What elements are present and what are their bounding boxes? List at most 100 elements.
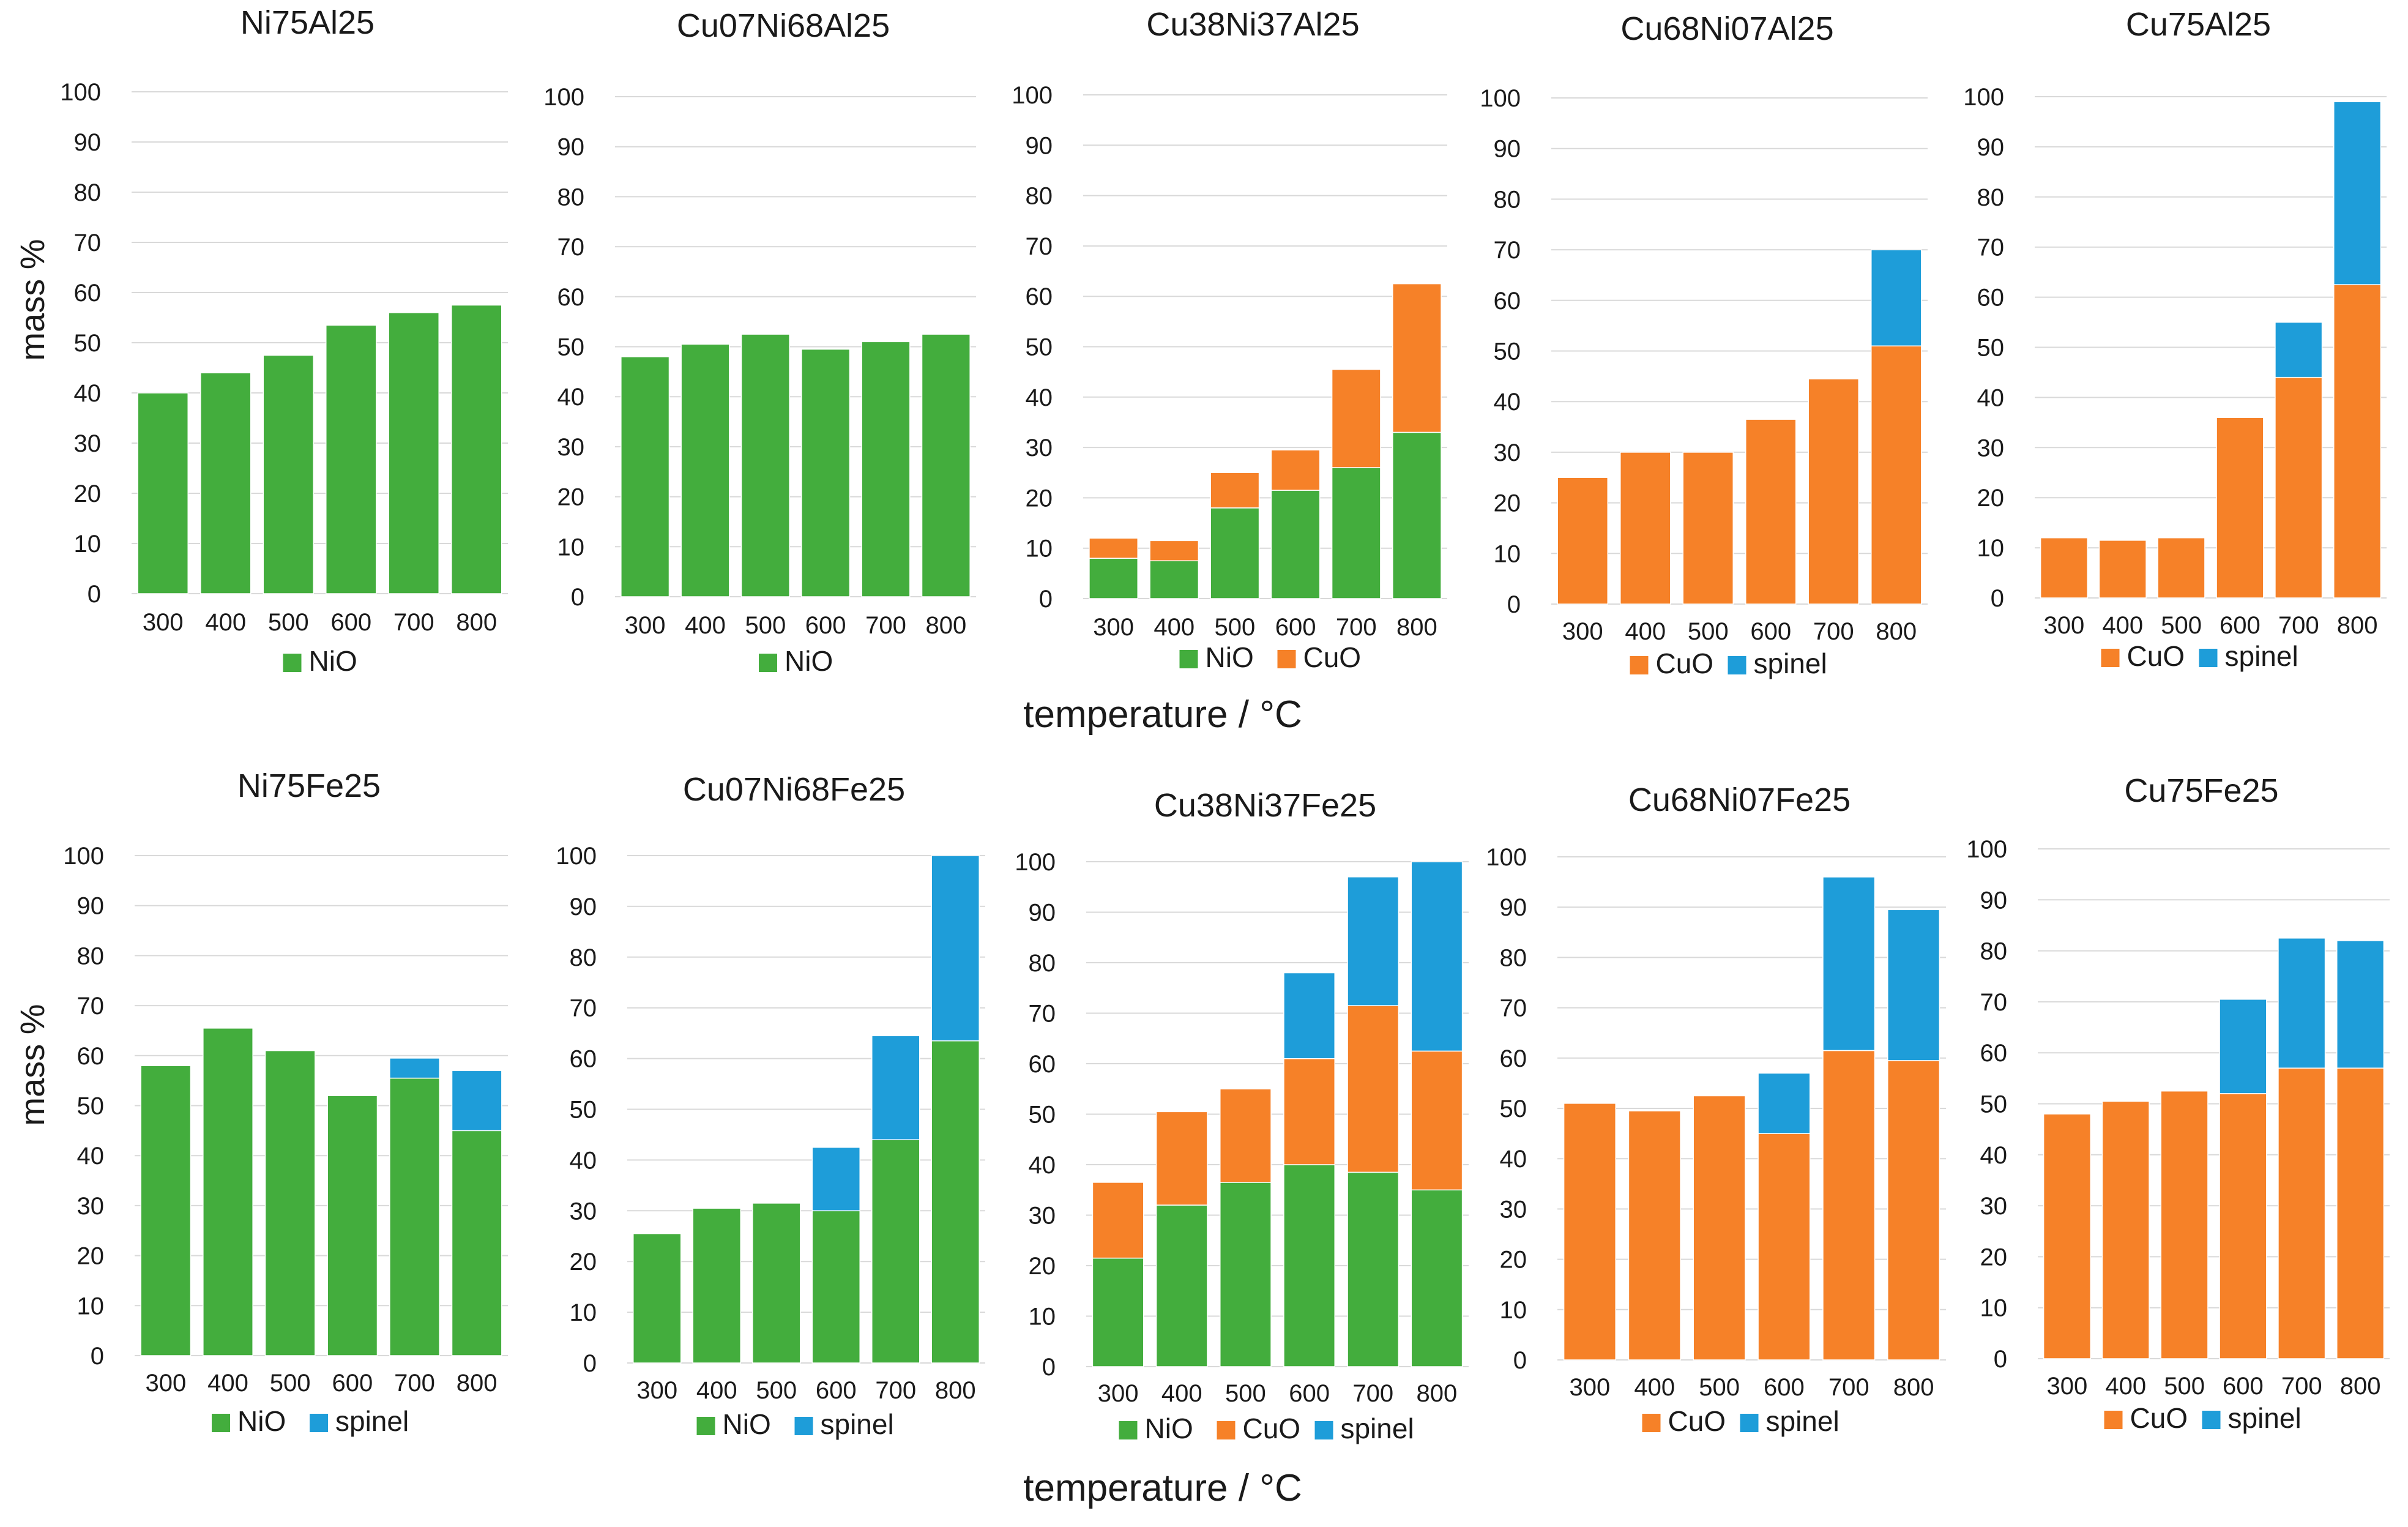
y-tick-label: 80 xyxy=(1494,186,1521,213)
y-tick-label: 0 xyxy=(88,581,101,608)
x-tick-label: 500 xyxy=(1215,614,1256,641)
bar-spinel-800 xyxy=(1411,861,1463,1052)
bar-cuo-600 xyxy=(2216,417,2264,599)
bar-cuo-600 xyxy=(1745,419,1797,605)
x-tick-label: 600 xyxy=(1764,1374,1805,1401)
y-tick-label: 70 xyxy=(77,993,105,1020)
bar-nio-700 xyxy=(861,341,911,597)
x-tick-label: 400 xyxy=(1154,614,1195,641)
x-tick-label: 500 xyxy=(1688,618,1729,645)
x-tick-label: 700 xyxy=(394,1370,435,1397)
x-tick-label: 400 xyxy=(207,1370,248,1397)
x-tick-label: 600 xyxy=(330,609,371,636)
y-tick-label: 40 xyxy=(74,380,102,407)
y-tick-label: 100 xyxy=(556,843,597,870)
x-tick-label: 500 xyxy=(1225,1380,1266,1407)
y-tick-label: 90 xyxy=(1494,136,1521,163)
legend-label: NiO xyxy=(785,645,833,677)
bar-nio-300 xyxy=(140,1065,192,1356)
x-tick-label: 800 xyxy=(457,1370,498,1397)
bar-cuo-800 xyxy=(2336,1067,2385,1359)
bar-cuo-800 xyxy=(2333,284,2382,599)
bar-nio-700 xyxy=(1331,467,1381,599)
chart-panel: Cu75Fe25 0 10 20 30 40 50 60 70 80 90 100 300 400 500 6… xyxy=(1966,772,2390,1434)
bar-spinel-700 xyxy=(2278,938,2326,1069)
chart-title: Cu07Ni68Al25 xyxy=(677,7,890,44)
bar-nio-500 xyxy=(1220,1182,1272,1367)
y-tick-label: 40 xyxy=(1980,1142,2008,1169)
bar-spinel-800 xyxy=(451,1070,502,1132)
legend-label: NiO xyxy=(237,1405,286,1437)
y-tick-label: 50 xyxy=(77,1093,105,1120)
bar-nio-600 xyxy=(1283,1164,1336,1367)
x-tick-label: 300 xyxy=(1562,618,1603,645)
legend-label: CuO xyxy=(1668,1405,1726,1437)
bar-cuo-500 xyxy=(2157,537,2205,599)
x-tick-label: 300 xyxy=(2044,612,2085,639)
legend-label: NiO xyxy=(309,645,357,677)
bar-nio-800 xyxy=(1411,1189,1463,1367)
legend-label: CuO xyxy=(2127,640,2185,672)
x-tick-label: 700 xyxy=(1352,1380,1393,1407)
x-tick-label: 700 xyxy=(393,609,434,636)
chart-panel: Cu07Ni68Al25 0 10 20 30 40 50 60 70 80 90 100 300 400… xyxy=(543,7,976,677)
bar-nio-400 xyxy=(680,343,730,597)
bar-cuo-400 xyxy=(2098,540,2147,599)
legend-swatch-cuo xyxy=(2104,1411,2123,1429)
legend: CuO spinel xyxy=(2104,1402,2302,1434)
x-tick-label: 500 xyxy=(1699,1374,1740,1401)
y-tick-label: 90 xyxy=(570,894,597,920)
y-tick-label: 70 xyxy=(1029,1001,1056,1028)
legend-label: CuO xyxy=(2130,1402,2188,1434)
legend-swatch-spinel xyxy=(794,1417,813,1435)
y-tick-label: 80 xyxy=(1977,184,2005,211)
y-tick-label: 50 xyxy=(557,334,585,361)
y-tick-label: 70 xyxy=(1500,995,1527,1022)
y-tick-label: 60 xyxy=(1980,1040,2008,1067)
y-tick-label: 0 xyxy=(91,1343,104,1370)
y-tick-label: 40 xyxy=(1029,1152,1056,1179)
bar-cuo-500 xyxy=(1210,472,1260,509)
x-tick-label: 600 xyxy=(1275,614,1316,641)
y-tick-label: 100 xyxy=(1966,836,2007,863)
bar-nio-400 xyxy=(1155,1204,1208,1367)
bar-spinel-800 xyxy=(2333,101,2382,285)
y-tick-label: 0 xyxy=(1507,591,1521,618)
y-tick-label: 0 xyxy=(583,1350,597,1377)
x-tick-label: 400 xyxy=(1625,618,1666,645)
bar-nio-400 xyxy=(692,1208,741,1364)
y-tick-label: 60 xyxy=(74,280,102,307)
bar-cuo-600 xyxy=(2219,1093,2267,1359)
legend: NiO xyxy=(759,645,833,677)
bar-nio-700 xyxy=(1347,1171,1400,1367)
x-tick-label: 800 xyxy=(1876,618,1917,645)
y-tick-label: 60 xyxy=(1029,1051,1056,1078)
bar-nio-600 xyxy=(326,324,377,594)
x-tick-label: 800 xyxy=(456,609,497,636)
bar-spinel-600 xyxy=(811,1146,860,1212)
legend-label: CuO xyxy=(1243,1413,1301,1444)
y-tick-label: 0 xyxy=(1991,585,2004,612)
bar-cuo-800 xyxy=(1392,283,1442,433)
bar-nio-300 xyxy=(621,356,670,597)
legend-swatch-nio xyxy=(1119,1421,1138,1439)
y-tick-label: 80 xyxy=(557,184,585,211)
x-tick-label: 700 xyxy=(2281,1373,2322,1400)
legend-swatch-spinel xyxy=(310,1414,328,1432)
legend-label: spinel xyxy=(335,1405,409,1437)
y-tick-label: 30 xyxy=(1980,1193,2008,1220)
y-tick-label: 100 xyxy=(60,79,101,106)
bar-nio-400 xyxy=(1149,560,1199,599)
bar-nio-400 xyxy=(200,372,252,594)
bar-cuo-800 xyxy=(1411,1050,1463,1190)
y-tick-label: 30 xyxy=(570,1198,597,1225)
x-tick-label: 700 xyxy=(1813,618,1854,645)
legend-label: spinel xyxy=(821,1408,894,1440)
y-tick-label: 50 xyxy=(1494,338,1521,365)
bar-nio-400 xyxy=(203,1028,253,1356)
bar-spinel-700 xyxy=(2275,321,2323,378)
y-tick-label: 80 xyxy=(1980,938,2008,965)
legend-swatch-cuo xyxy=(2101,649,2120,667)
y-tick-label: 60 xyxy=(557,284,585,311)
y-tick-label: 50 xyxy=(74,330,102,357)
